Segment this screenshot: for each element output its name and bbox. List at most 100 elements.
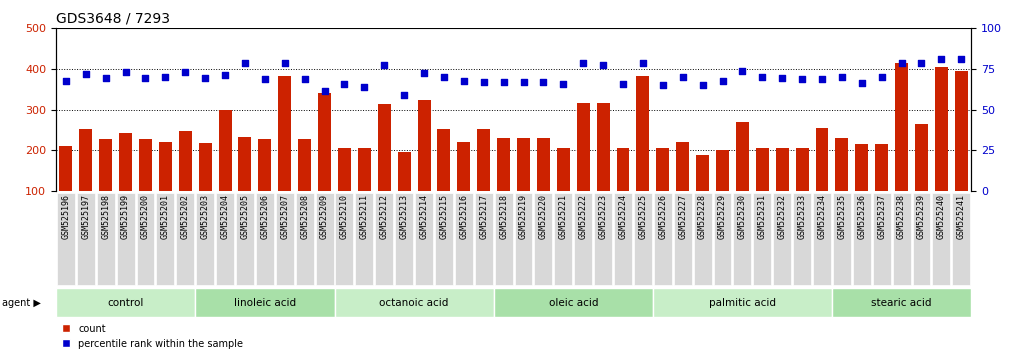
Bar [139, 139, 152, 191]
Text: GSM525225: GSM525225 [639, 194, 648, 239]
FancyBboxPatch shape [77, 193, 95, 285]
Point [177, 69, 193, 75]
Point [714, 78, 730, 84]
Bar [458, 142, 470, 191]
Text: GSM525226: GSM525226 [658, 194, 667, 239]
Bar [577, 103, 590, 191]
Bar [477, 129, 490, 191]
FancyBboxPatch shape [415, 193, 433, 285]
Point [834, 74, 850, 80]
Bar [816, 128, 829, 191]
FancyBboxPatch shape [853, 193, 871, 285]
Text: GSM525221: GSM525221 [558, 194, 567, 239]
Bar [876, 144, 888, 191]
Point [117, 69, 133, 75]
Text: GSM525197: GSM525197 [81, 194, 91, 239]
FancyBboxPatch shape [674, 193, 692, 285]
Bar [318, 93, 331, 191]
Bar [795, 148, 809, 191]
Text: GSM525217: GSM525217 [479, 194, 488, 239]
FancyBboxPatch shape [315, 193, 334, 285]
Point [277, 60, 293, 66]
Point [58, 78, 74, 84]
Bar [279, 76, 291, 191]
Text: GSM525237: GSM525237 [878, 194, 886, 239]
Text: GSM525229: GSM525229 [718, 194, 727, 239]
Bar [955, 71, 968, 191]
Point [158, 74, 174, 80]
Text: GSM525223: GSM525223 [599, 194, 607, 239]
Point [77, 71, 94, 77]
Text: linoleic acid: linoleic acid [234, 298, 296, 308]
Text: GSM525208: GSM525208 [300, 194, 309, 239]
Point [436, 74, 453, 80]
Text: GDS3648 / 7293: GDS3648 / 7293 [56, 12, 170, 26]
Bar [895, 63, 908, 191]
Text: GSM525230: GSM525230 [738, 194, 746, 239]
Text: GSM525219: GSM525219 [519, 194, 528, 239]
Bar [358, 148, 371, 191]
Bar [597, 103, 609, 191]
FancyBboxPatch shape [813, 193, 831, 285]
Text: GSM525214: GSM525214 [420, 194, 428, 239]
Text: GSM525227: GSM525227 [678, 194, 687, 239]
Text: octanoic acid: octanoic acid [379, 298, 448, 308]
Bar [100, 139, 112, 191]
FancyBboxPatch shape [56, 288, 195, 317]
FancyBboxPatch shape [296, 193, 313, 285]
Point [137, 75, 154, 81]
Text: GSM525235: GSM525235 [837, 194, 846, 239]
Text: control: control [108, 298, 143, 308]
Point [635, 60, 651, 66]
Point [934, 56, 950, 62]
Point [575, 60, 591, 66]
Bar [418, 99, 430, 191]
Text: GSM525205: GSM525205 [240, 194, 249, 239]
FancyBboxPatch shape [653, 288, 832, 317]
Point [197, 75, 214, 81]
Bar [517, 138, 530, 191]
Bar [59, 146, 72, 191]
Point [217, 72, 233, 78]
Point [794, 76, 811, 82]
Text: GSM525241: GSM525241 [957, 194, 966, 239]
Bar [119, 132, 132, 191]
Point [755, 74, 771, 80]
FancyBboxPatch shape [575, 193, 592, 285]
Text: GSM525216: GSM525216 [460, 194, 469, 239]
FancyBboxPatch shape [793, 193, 812, 285]
FancyBboxPatch shape [594, 193, 612, 285]
FancyBboxPatch shape [276, 193, 294, 285]
FancyBboxPatch shape [654, 193, 672, 285]
Bar [776, 148, 788, 191]
FancyBboxPatch shape [97, 193, 115, 285]
Text: stearic acid: stearic acid [872, 298, 932, 308]
FancyBboxPatch shape [893, 193, 910, 285]
FancyBboxPatch shape [933, 193, 950, 285]
Text: GSM525228: GSM525228 [698, 194, 707, 239]
Text: GSM525209: GSM525209 [320, 194, 330, 239]
Text: GSM525199: GSM525199 [121, 194, 130, 239]
Bar [437, 129, 451, 191]
FancyBboxPatch shape [773, 193, 791, 285]
Point [376, 62, 393, 68]
Point [495, 79, 512, 85]
Bar [239, 137, 251, 191]
Point [874, 74, 890, 80]
Text: GSM525239: GSM525239 [917, 194, 926, 239]
FancyBboxPatch shape [136, 193, 155, 285]
Point [774, 75, 790, 81]
Bar [537, 138, 550, 191]
Point [674, 74, 691, 80]
Bar [697, 154, 709, 191]
FancyBboxPatch shape [176, 193, 194, 285]
Point [695, 82, 711, 88]
FancyBboxPatch shape [493, 288, 653, 317]
FancyBboxPatch shape [336, 193, 354, 285]
Text: GSM525200: GSM525200 [141, 194, 149, 239]
Bar [159, 142, 172, 191]
Point [356, 85, 372, 90]
FancyBboxPatch shape [912, 193, 931, 285]
FancyBboxPatch shape [832, 288, 971, 317]
Bar [398, 153, 411, 191]
